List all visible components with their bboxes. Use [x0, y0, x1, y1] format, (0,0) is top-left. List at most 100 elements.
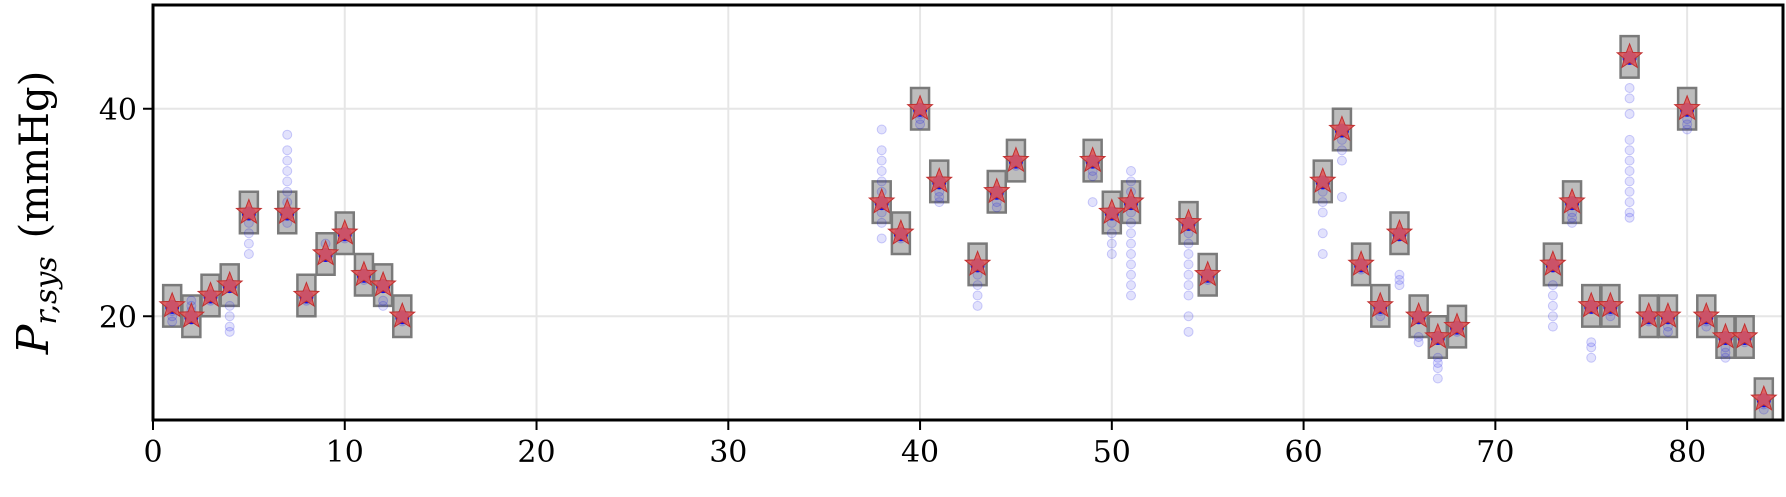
sample-dot [1432, 373, 1443, 384]
sample-dot [1336, 155, 1347, 166]
star-marker [292, 281, 321, 308]
star-marker [1615, 42, 1644, 69]
sample-dot [876, 176, 887, 187]
sample-dot [282, 155, 293, 166]
sample-dot [1087, 171, 1098, 182]
sample-dot [1662, 326, 1673, 337]
sample-dot [1624, 197, 1635, 208]
star-marker [1385, 218, 1414, 245]
sample-dot [1624, 108, 1635, 119]
sample-dot [1126, 259, 1136, 270]
star-marker [1673, 94, 1701, 121]
sample-dot [224, 300, 235, 311]
x-tick-label: 80 [1668, 435, 1706, 470]
sample-dot [876, 233, 887, 244]
sample-dot [378, 300, 389, 311]
x-tick-label: 0 [143, 435, 162, 470]
star-marker [1309, 166, 1337, 194]
sample-dot [1126, 228, 1136, 239]
sample-dot [224, 311, 235, 322]
sample-dot [1183, 238, 1194, 249]
star-marker [867, 187, 896, 214]
sample-dot [991, 202, 1002, 213]
sample-dot [1432, 352, 1443, 363]
sample-dot [1183, 269, 1194, 280]
y-axis-label: Pr,sys (mmHg) [8, 71, 64, 356]
star-marker [215, 270, 244, 297]
sample-dot [224, 326, 235, 337]
sample-dot [1547, 290, 1558, 301]
sample-dot [1624, 93, 1635, 104]
star-marker [1424, 322, 1452, 349]
x-tick-label: 30 [709, 435, 747, 470]
x-tick-label: 40 [901, 435, 939, 470]
star-marker [196, 281, 225, 308]
star-marker [158, 291, 186, 318]
star-marker [311, 239, 340, 266]
star-marker [1078, 146, 1107, 173]
sample-dot [876, 166, 887, 176]
sample-dot [1720, 347, 1731, 358]
sample-dot [1624, 186, 1635, 197]
sample-dot [876, 155, 887, 166]
star-marker [369, 270, 397, 297]
x-tick-label: 10 [326, 435, 364, 470]
sample-dot [1336, 191, 1347, 202]
x-tick-label: 70 [1476, 435, 1514, 470]
sample-dot [1567, 217, 1578, 228]
sample-dot [1720, 352, 1731, 363]
star-marker [983, 177, 1011, 204]
sample-dot [378, 295, 389, 306]
sample-dot [1413, 337, 1424, 348]
sample-dot [972, 300, 983, 311]
star-marker [1117, 187, 1145, 214]
sample-dot [1126, 249, 1136, 259]
y-axis-label-subscript: r,sys [29, 256, 64, 324]
interval-boxes [161, 34, 1775, 422]
sample-dot [282, 166, 293, 176]
sample-dot [1413, 332, 1424, 342]
sample-dot [876, 124, 887, 135]
sample-dot [1547, 321, 1558, 332]
star-marker [235, 198, 263, 225]
sample-dot [1624, 207, 1635, 218]
sample-dot [1106, 238, 1117, 249]
sample-dot [1183, 280, 1194, 291]
sample-dot [1126, 238, 1136, 249]
sample-dot [282, 129, 293, 140]
sample-dot [1682, 119, 1693, 130]
sample-dot [224, 321, 235, 332]
star-marker [1098, 198, 1126, 225]
sample-dot [1682, 124, 1693, 135]
star-marker [1328, 115, 1356, 142]
sample-dot [915, 119, 926, 130]
sample-dot [1126, 290, 1136, 301]
star-marker [1174, 208, 1203, 235]
y-axis-label-unit: (mmHg) [12, 71, 58, 239]
star-marker [1193, 260, 1222, 287]
star-marker [906, 94, 934, 121]
sample-dot [1317, 207, 1328, 218]
star-marker [350, 260, 378, 287]
x-tick-label: 60 [1284, 435, 1322, 470]
sample-dot [1126, 166, 1136, 176]
sample-dot [1317, 249, 1328, 259]
sample-dot [1547, 311, 1558, 322]
star-marker [1539, 249, 1567, 277]
y-axis-label-symbol: P [8, 323, 59, 355]
sample-dot [876, 145, 887, 156]
sample-dot [1567, 212, 1578, 223]
sample-dots [165, 50, 1771, 415]
sample-dot [934, 191, 945, 202]
sample-dot [1183, 311, 1194, 322]
sample-dot [1183, 290, 1194, 301]
sample-dot [972, 280, 983, 291]
plot-frame [151, 3, 1785, 422]
sample-dot [1624, 212, 1635, 223]
sample-dot [1624, 176, 1635, 187]
star-marker [1596, 291, 1625, 318]
star-marker [1347, 249, 1375, 277]
sample-dot [1126, 217, 1136, 228]
sample-dot [1394, 269, 1405, 280]
